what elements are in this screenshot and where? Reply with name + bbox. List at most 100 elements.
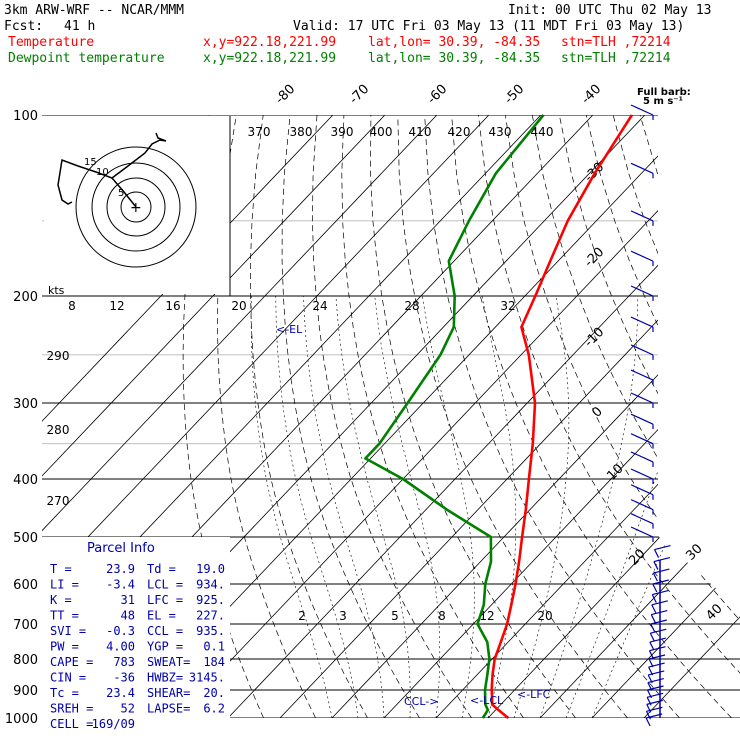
wind-barb bbox=[630, 451, 654, 463]
wind-barb bbox=[645, 717, 651, 727]
parcel-info-key: YGP = bbox=[147, 640, 183, 654]
init-time: Init: 00 UTC Thu 02 May 13 bbox=[508, 3, 712, 18]
wind-barb bbox=[648, 650, 655, 659]
mixing-ratio-label: 8 bbox=[438, 609, 446, 623]
moist-adiabat bbox=[250, 295, 333, 718]
wind-barb bbox=[652, 572, 658, 582]
parcel-info-value: 227. bbox=[196, 609, 225, 623]
wind-barb bbox=[648, 654, 666, 660]
dry-adiabat bbox=[558, 115, 740, 718]
dewpoint-latlon: lat,lon= 30.39, -84.35 bbox=[368, 51, 540, 66]
wind-barb bbox=[653, 568, 670, 574]
dry-adiabat bbox=[478, 115, 740, 718]
hodograph-ring bbox=[91, 162, 181, 252]
wind-barb bbox=[630, 210, 654, 222]
parcel-info-value: 48 bbox=[121, 609, 135, 623]
parcel-info-key: SHEAR= bbox=[147, 686, 190, 700]
dry-adiabat-label: 290 bbox=[47, 349, 70, 363]
dry-adiabat-label: 270 bbox=[47, 494, 70, 508]
wind-barbs bbox=[630, 104, 671, 727]
parcel-info-value: 934. bbox=[196, 578, 225, 592]
wind-barb bbox=[648, 670, 665, 676]
parcel-info-value: 925. bbox=[196, 593, 225, 607]
parcel-info-value: 0.1 bbox=[203, 640, 225, 654]
pressure-tick-label: 200 bbox=[13, 290, 38, 305]
lfc-marker: <-LFC bbox=[517, 688, 551, 701]
moist-adiabat bbox=[422, 295, 475, 718]
wind-barb bbox=[630, 526, 654, 538]
hodograph-ring bbox=[75, 146, 197, 268]
pressure-tick-label: 100 bbox=[13, 109, 38, 124]
ccl-marker: CCL-> bbox=[404, 695, 438, 708]
wind-barb bbox=[630, 499, 654, 511]
parcel-info-key: T = bbox=[50, 562, 72, 576]
wind-barb bbox=[652, 579, 669, 585]
parcel-info-value: 935. bbox=[196, 624, 225, 638]
hodograph-ring bbox=[106, 177, 166, 237]
theta-label: 440 bbox=[531, 125, 554, 139]
moist-adiabat bbox=[335, 295, 411, 718]
mixing-ratio-label: 16 bbox=[165, 299, 180, 313]
wind-barb bbox=[646, 704, 652, 713]
pressure-tick-label: 1000 bbox=[5, 712, 38, 727]
hodograph-ring-label: 10 bbox=[96, 167, 109, 178]
moist-adiabat bbox=[303, 295, 385, 718]
hodograph-ring-label: 5 bbox=[118, 188, 124, 199]
wind-barb bbox=[645, 711, 651, 720]
parcel-info-key: PW = bbox=[50, 640, 79, 654]
parcel-info-value: 184 bbox=[203, 655, 225, 669]
mixing-ratio-label: 8 bbox=[68, 299, 76, 313]
parcel-info-key: CAPE = bbox=[50, 655, 93, 669]
theta-label: 420 bbox=[448, 125, 471, 139]
dry-adiabat bbox=[312, 115, 472, 718]
mixing-ratio-label: 32 bbox=[500, 299, 515, 313]
parcel-info-value: 783 bbox=[113, 655, 135, 669]
isotherm bbox=[42, 115, 438, 718]
hodograph-ring bbox=[120, 191, 152, 223]
parcel-info-value: -36 bbox=[113, 671, 135, 685]
hodograph: + 5 10 15 kts bbox=[44, 116, 231, 297]
temperature-xy: x,y=922.18,221.99 bbox=[203, 35, 336, 50]
parcel-info-value: 19.0 bbox=[196, 562, 225, 576]
parcel-info-key: Tc = bbox=[50, 686, 79, 700]
dewpoint-legend: Dewpoint temperature bbox=[8, 51, 165, 66]
parcel-info-value: 23.4 bbox=[106, 686, 135, 700]
parcel-info-key: HWBZ= bbox=[147, 671, 183, 685]
mixing-ratio-label: 5 bbox=[391, 609, 399, 623]
mixing-ratio-label: 12 bbox=[109, 299, 124, 313]
kts-label: kts bbox=[48, 284, 65, 297]
parcel-info-value: 169/09 bbox=[92, 717, 135, 731]
wind-barb bbox=[654, 544, 671, 551]
parcel-info-key: CIN = bbox=[50, 671, 86, 685]
mixing-ratio-label: 28 bbox=[404, 299, 419, 313]
fcst-value: 41 h bbox=[64, 19, 95, 34]
pressure-tick-label: 500 bbox=[13, 531, 38, 546]
temperature-legend: Temperature bbox=[8, 35, 94, 50]
wind-barb bbox=[630, 468, 654, 480]
parcel-info-key: EL = bbox=[147, 609, 176, 623]
parcel-info-key: SWEAT= bbox=[147, 655, 190, 669]
isotherm bbox=[175, 115, 740, 718]
wind-barb bbox=[650, 628, 667, 634]
wind-barb bbox=[650, 619, 667, 625]
wind-barb bbox=[651, 594, 657, 603]
mixing-ratio-label: 20 bbox=[231, 299, 246, 313]
full-barb-label: Full barb: bbox=[637, 87, 691, 98]
wind-barb bbox=[653, 561, 659, 570]
isotherm bbox=[42, 115, 490, 718]
pressure-tick-label: 600 bbox=[13, 578, 38, 593]
parcel-info-key: LCL = bbox=[147, 578, 183, 592]
mixing-ratio-label: 24 bbox=[312, 299, 327, 313]
full-barb-units: 5 m s⁻¹ bbox=[643, 96, 683, 107]
wind-barb bbox=[653, 549, 660, 558]
pressure-tick-label: 400 bbox=[13, 473, 38, 488]
parcel-info-title: Parcel Info bbox=[87, 541, 155, 556]
temperature-stn: stn=TLH ,72214 bbox=[561, 35, 671, 50]
parcel-info-key: LAPSE= bbox=[147, 702, 190, 716]
theta-label: 380 bbox=[290, 125, 313, 139]
theta-label: 410 bbox=[409, 125, 432, 139]
wind-barb bbox=[652, 583, 658, 593]
parcel-info-key: Td = bbox=[147, 562, 176, 576]
dry-adiabat bbox=[250, 115, 368, 718]
